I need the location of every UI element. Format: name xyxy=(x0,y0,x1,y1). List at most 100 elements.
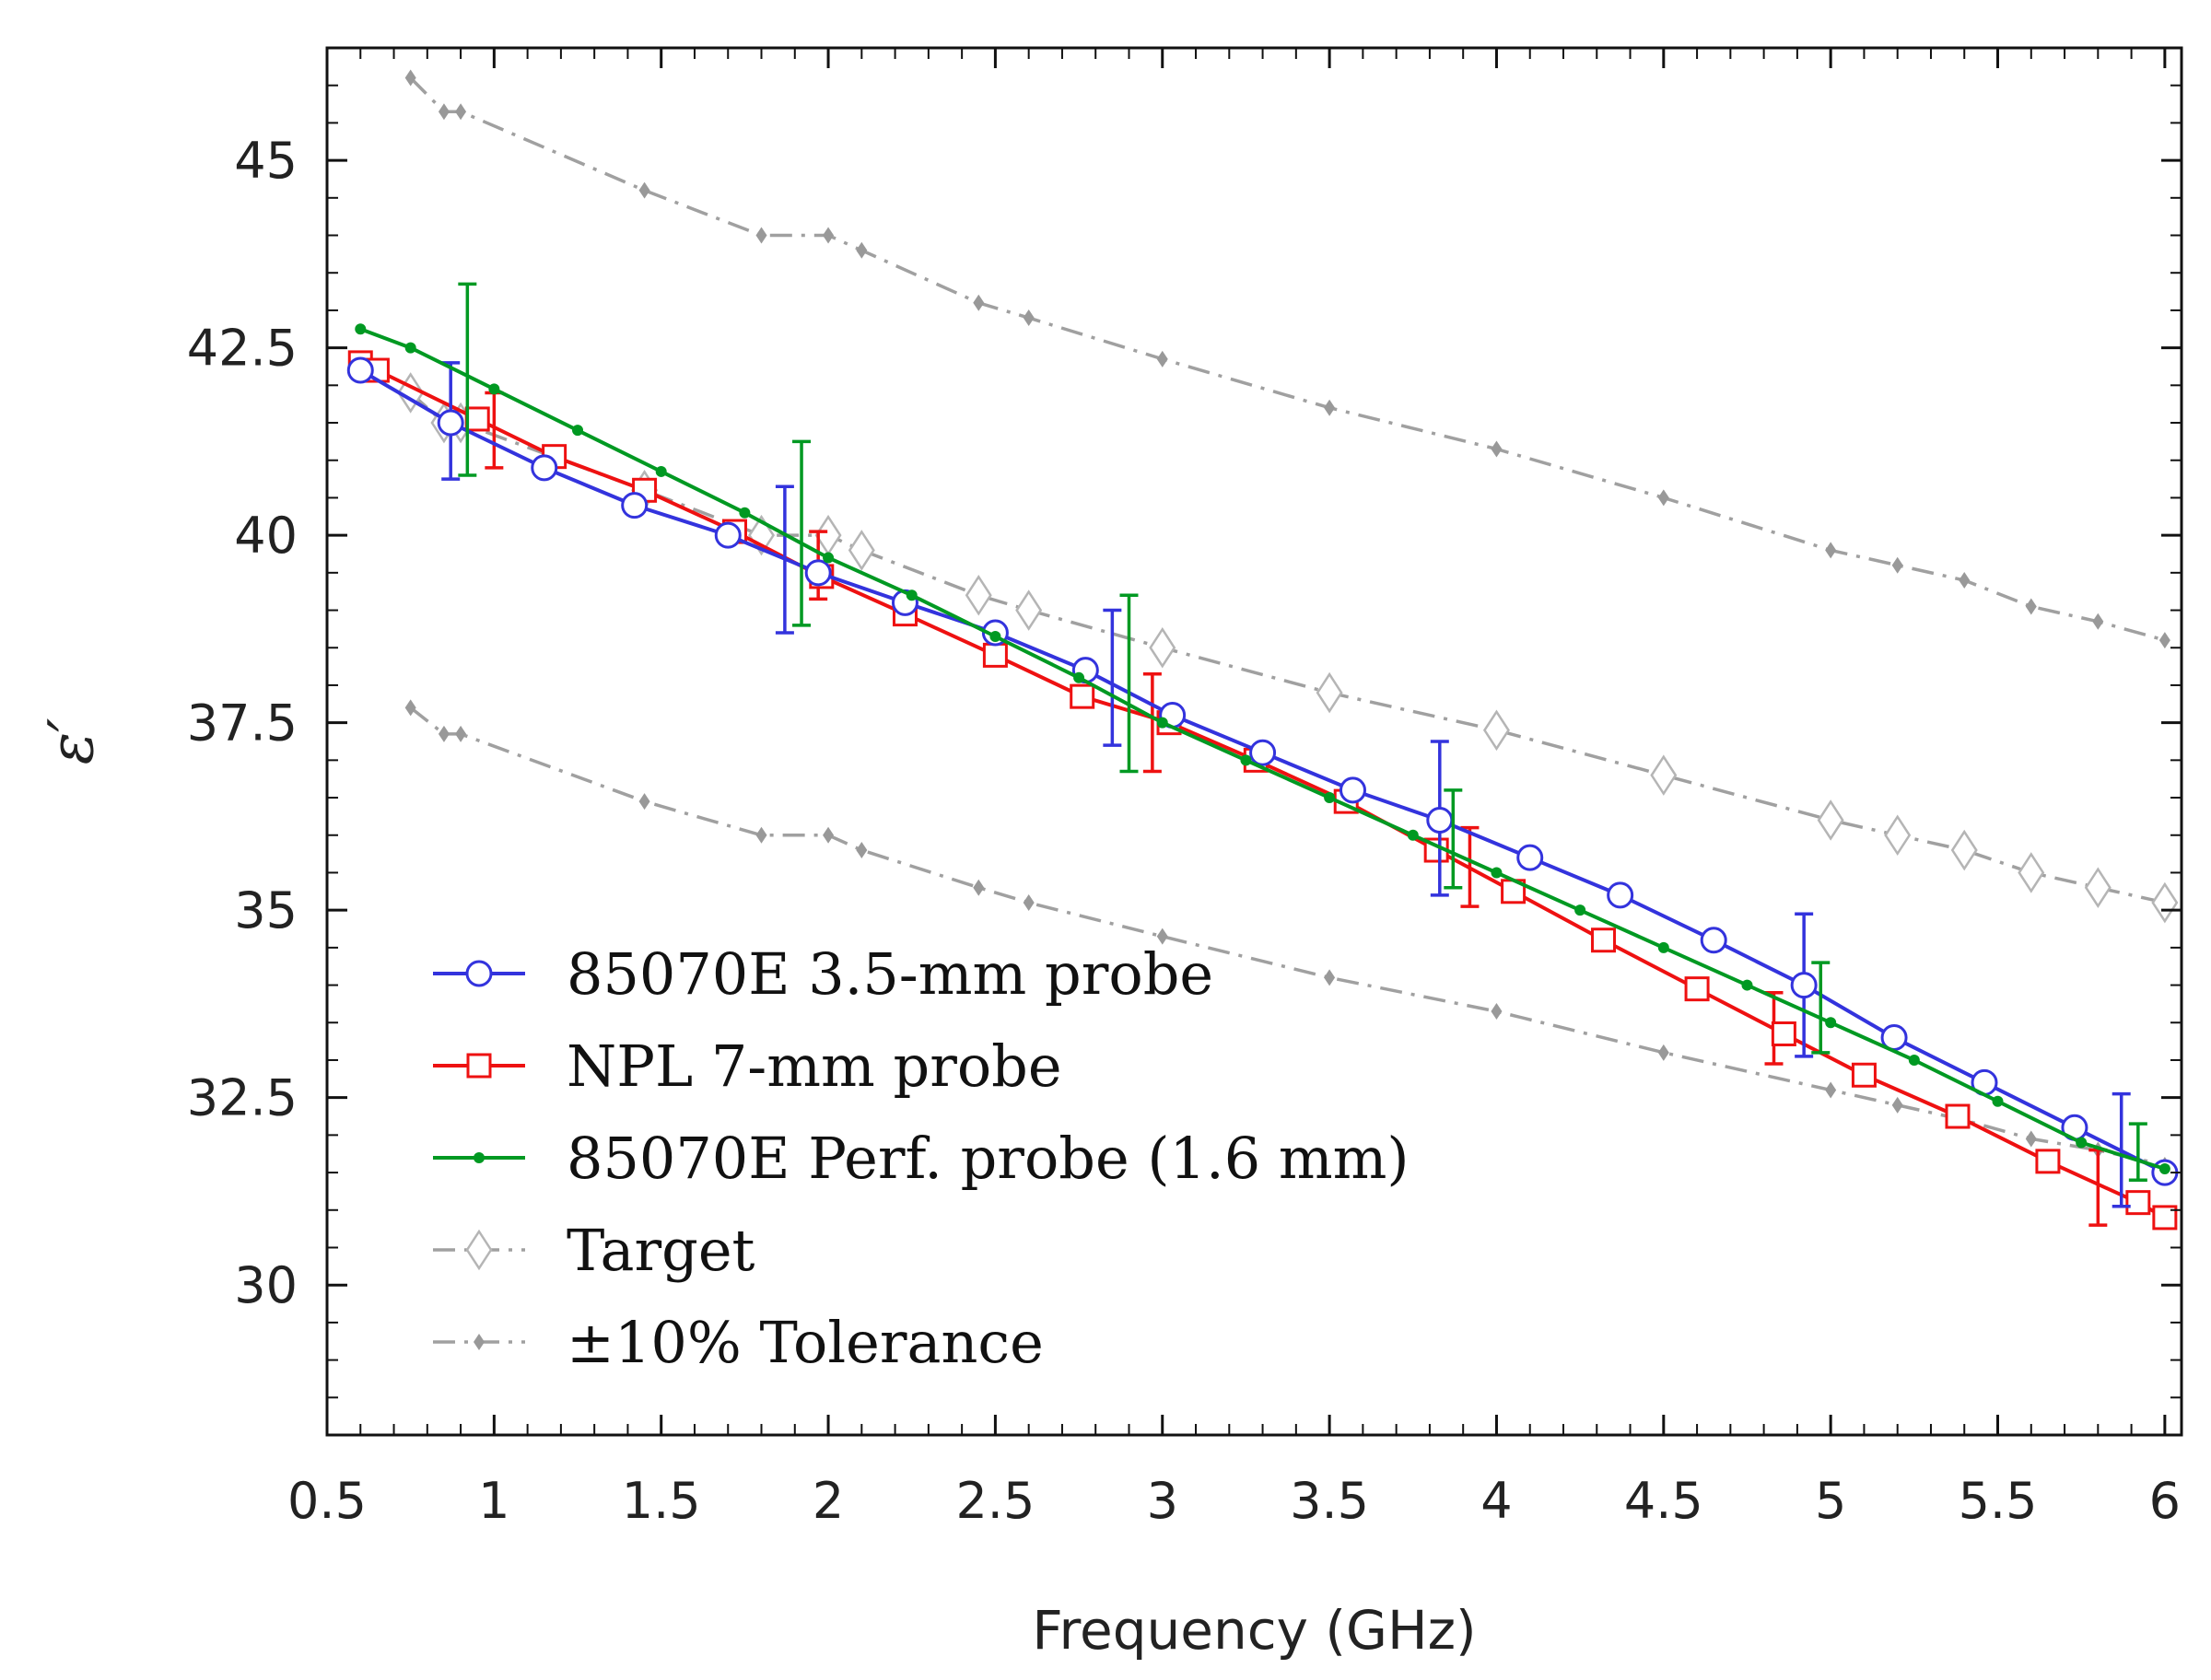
data-point xyxy=(1908,1054,1920,1066)
legend-swatch-marker xyxy=(474,1152,485,1163)
tolerance-upper-point xyxy=(2092,612,2104,630)
x-tick-label: 1 xyxy=(478,1472,509,1530)
y-tick-label: 37.5 xyxy=(187,694,298,752)
legend-entry: Target xyxy=(433,1217,755,1284)
data-point xyxy=(1339,776,1366,804)
y-tick-label: 30 xyxy=(234,1256,298,1314)
x-tick-label: 4 xyxy=(1480,1472,1512,1530)
tolerance-upper-point xyxy=(1491,440,1503,458)
tolerance-upper-point xyxy=(404,69,416,87)
data-point xyxy=(464,406,490,432)
data-point xyxy=(2035,1149,2061,1174)
tolerance-lower-point xyxy=(823,826,835,844)
data-point xyxy=(1482,709,1510,752)
data-point xyxy=(814,514,842,556)
data-point xyxy=(1950,829,1978,871)
x-tick-label: 0.5 xyxy=(287,1472,367,1530)
data-point xyxy=(989,631,1001,643)
data-point xyxy=(1015,589,1043,631)
tolerance-upper-point xyxy=(438,103,450,121)
tolerance-upper-line xyxy=(409,76,2166,642)
data-point xyxy=(1741,979,1753,991)
data-point xyxy=(1992,1095,2004,1107)
legend-swatch-marker xyxy=(466,1053,492,1079)
y-axis-title: ε′ xyxy=(36,718,107,764)
legend-entry: ±10% Tolerance xyxy=(433,1309,1044,1376)
legend-label: ±10% Tolerance xyxy=(567,1309,1044,1376)
data-point xyxy=(1825,1017,1837,1029)
tolerance-upper-point xyxy=(2025,598,2037,615)
data-point xyxy=(346,356,374,384)
y-tick-label: 40 xyxy=(234,507,298,565)
data-point xyxy=(906,589,918,601)
legend-swatch-marker xyxy=(474,1334,485,1350)
axis-ticks: 0.5 1 1.5 2 2.5 3 3.5 4 4.5 5 5.5 6 30 32.5 35 37.5 40 42… xyxy=(187,48,2182,1530)
data-point xyxy=(1700,927,1727,954)
legend-label: 85070E 3.5-mm probe xyxy=(567,940,1213,1008)
data-point xyxy=(982,642,1008,668)
data-point xyxy=(714,521,742,549)
legend-entry: 85070E 3.5-mm probe xyxy=(433,940,1213,1008)
plot-series xyxy=(346,69,2179,1231)
data-point xyxy=(1945,1103,1971,1129)
tolerance-lower-point xyxy=(1891,1096,1903,1114)
data-point xyxy=(1073,671,1085,683)
tolerance-upper-point xyxy=(455,103,467,121)
tolerance-lower-point xyxy=(1324,969,1336,986)
data-point xyxy=(1516,844,1544,871)
data-point xyxy=(1884,814,1912,857)
data-point xyxy=(655,465,667,477)
data-point xyxy=(1324,792,1336,804)
data-point xyxy=(2018,852,2045,893)
y-tick-label: 45 xyxy=(234,132,298,190)
data-point xyxy=(355,323,367,335)
data-point xyxy=(1149,626,1176,669)
data-point xyxy=(621,492,649,519)
data-point xyxy=(1426,806,1454,834)
data-point xyxy=(1574,904,1586,916)
legend-swatch-marker xyxy=(465,1229,493,1271)
tolerance-lower-point xyxy=(2025,1130,2037,1148)
legend-label: Target xyxy=(567,1217,755,1284)
tolerance-lower-point xyxy=(438,725,450,742)
data-point xyxy=(2158,1163,2170,1175)
tolerance-upper-point xyxy=(1959,571,1971,589)
x-tick-label: 3.5 xyxy=(1290,1472,1369,1530)
legend-label: 85070E Perf. probe (1.6 mm) xyxy=(567,1125,1410,1192)
data-point xyxy=(2151,881,2179,924)
x-tick-label: 3 xyxy=(1147,1472,1178,1530)
y-tick-label: 32.5 xyxy=(187,1069,298,1127)
data-point xyxy=(1607,881,1634,909)
tolerance-lower-point xyxy=(404,699,416,717)
data-point xyxy=(1070,683,1095,709)
legend-entry: NPL 7-mm probe xyxy=(433,1032,1062,1100)
data-point xyxy=(1657,941,1669,953)
tolerance-upper-point xyxy=(973,294,985,311)
data-point xyxy=(1491,867,1503,879)
data-point xyxy=(1240,754,1252,766)
data-point xyxy=(1249,739,1277,766)
tolerance-lower-point xyxy=(1657,1044,1669,1061)
series-85070e-perf-probe-1-6-mm xyxy=(355,282,2170,1182)
tolerance-upper-point xyxy=(856,241,868,259)
legend-entry: 85070E Perf. probe (1.6 mm) xyxy=(433,1125,1410,1192)
data-point xyxy=(1407,829,1419,841)
series-10-tolerance xyxy=(404,69,2170,1173)
data-point xyxy=(572,425,584,437)
data-point xyxy=(2125,1190,2151,1216)
tolerance-upper-point xyxy=(1156,350,1168,368)
tolerance-lower-point xyxy=(1156,928,1168,945)
tolerance-upper-point xyxy=(1825,542,1837,559)
tolerance-lower-point xyxy=(755,826,767,844)
data-point xyxy=(1684,976,1710,1002)
data-point xyxy=(1591,928,1617,953)
tolerance-upper-point xyxy=(1891,556,1903,574)
tolerance-lower-point xyxy=(1023,894,1035,912)
tolerance-lower-point xyxy=(638,793,650,811)
data-point xyxy=(1650,754,1678,796)
data-point xyxy=(1316,671,1343,714)
tolerance-upper-point xyxy=(1657,489,1669,507)
data-point xyxy=(1790,972,1818,999)
data-point xyxy=(1156,717,1168,729)
